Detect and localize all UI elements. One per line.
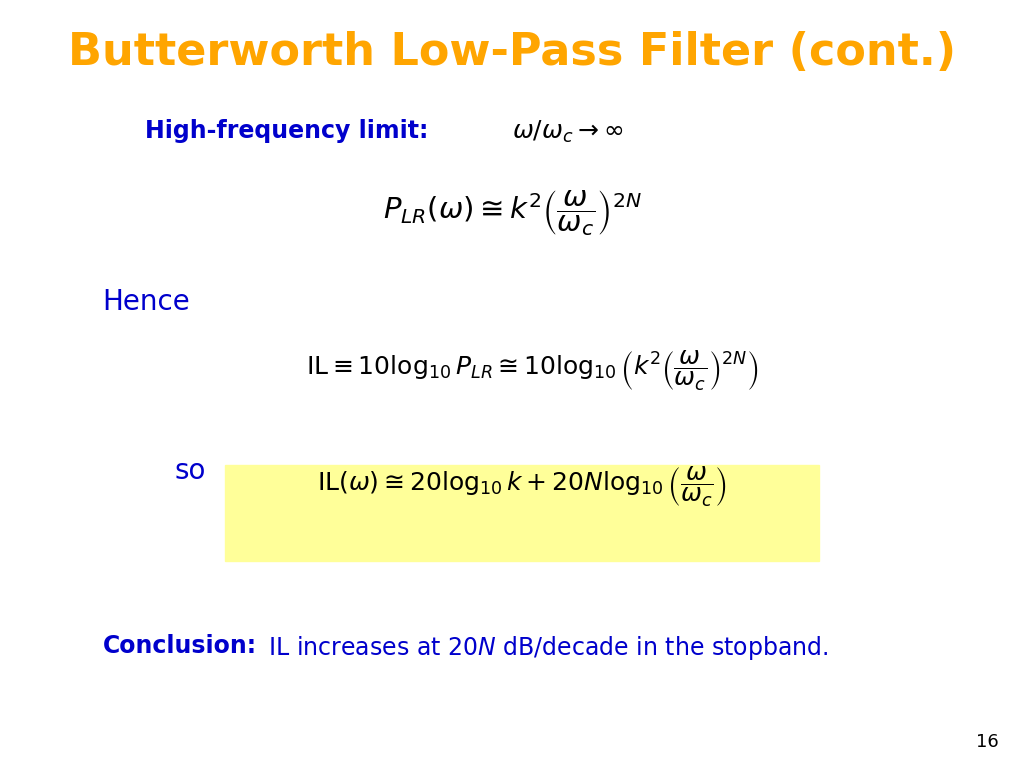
Text: $\mathrm{IL} \equiv 10\log_{10} P_{LR} \cong 10\log_{10} \left( k^2 \left(\dfrac: $\mathrm{IL} \equiv 10\log_{10} P_{LR} \… [306, 349, 759, 393]
Text: Hence: Hence [102, 288, 190, 316]
Text: Conclusion:: Conclusion: [102, 634, 257, 657]
FancyBboxPatch shape [225, 465, 819, 561]
Text: so: so [174, 457, 206, 485]
Text: Butterworth Low-Pass Filter (cont.): Butterworth Low-Pass Filter (cont.) [68, 31, 956, 74]
Text: High-frequency limit:: High-frequency limit: [145, 119, 428, 143]
Text: $\omega / \omega_c \rightarrow \infty$: $\omega / \omega_c \rightarrow \infty$ [512, 119, 624, 145]
Text: IL increases at $20N$ dB/decade in the stopband.: IL increases at $20N$ dB/decade in the s… [261, 634, 828, 661]
Text: 16: 16 [976, 733, 998, 751]
Text: $P_{LR}\left(\omega\right) \cong k^2 \left(\dfrac{\omega}{\omega_c}\right)^{2N}$: $P_{LR}\left(\omega\right) \cong k^2 \le… [383, 188, 641, 238]
Text: $\mathrm{IL}\left(\omega\right) \cong 20\log_{10} k + 20N \log_{10} \left(\dfrac: $\mathrm{IL}\left(\omega\right) \cong 20… [317, 465, 727, 508]
